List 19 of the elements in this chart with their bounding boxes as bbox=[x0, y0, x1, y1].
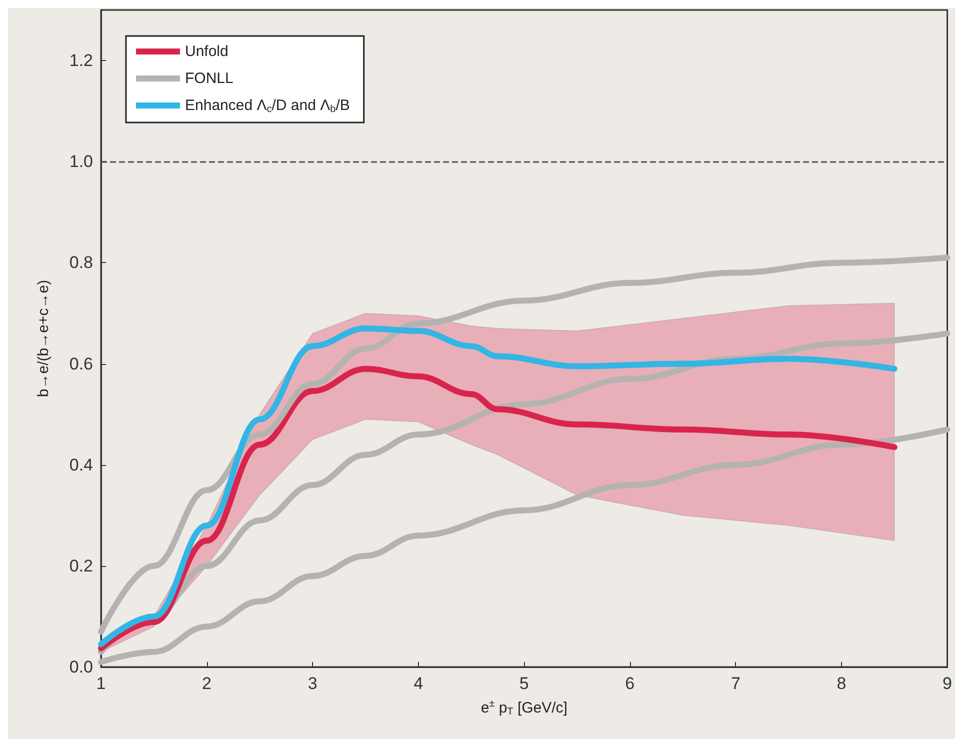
x-tick-label: 6 bbox=[625, 674, 635, 693]
y-tick-label: 0.0 bbox=[69, 658, 93, 676]
x-tick-label: 7 bbox=[730, 674, 740, 693]
x-tick-label: 9 bbox=[942, 674, 952, 693]
y-tick-label: 0.4 bbox=[69, 455, 93, 474]
y-tick-label: 0.8 bbox=[69, 253, 93, 272]
y-tick-label: 0.6 bbox=[69, 354, 93, 374]
x-tick-label: 4 bbox=[414, 674, 424, 693]
y-tick-label: 1.2 bbox=[69, 51, 93, 70]
y-tick-label: 1.0 bbox=[69, 152, 93, 172]
x-tick-label: 5 bbox=[519, 674, 529, 693]
y-tick-label: 0.2 bbox=[69, 556, 93, 576]
legend-label: Unfold bbox=[185, 43, 228, 60]
x-tick-label: 3 bbox=[308, 674, 318, 693]
legend-label: FONLL bbox=[185, 70, 234, 87]
x-tick-label: 8 bbox=[836, 674, 846, 693]
y-axis-title: b→e/(b→e+c→e) bbox=[35, 280, 52, 398]
x-tick-label: 2 bbox=[202, 674, 212, 693]
x-tick-label: 1 bbox=[96, 674, 106, 693]
